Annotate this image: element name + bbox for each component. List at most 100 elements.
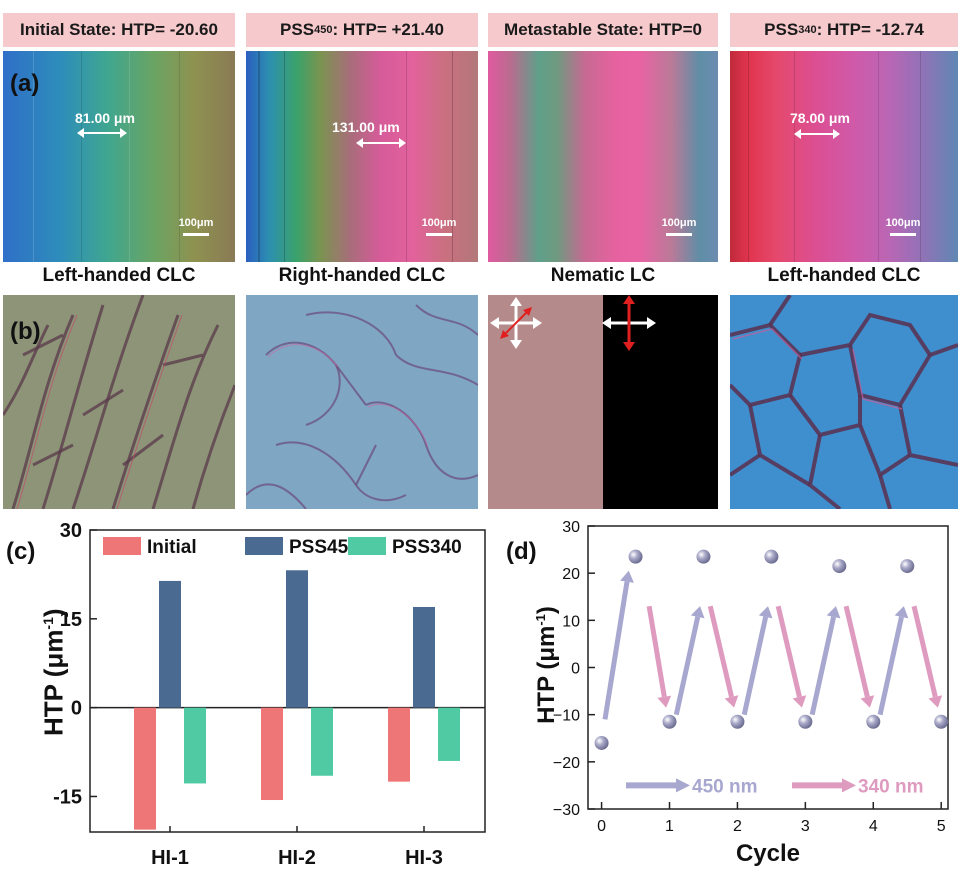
texture-nematic <box>488 295 718 509</box>
data-point <box>764 549 779 564</box>
x-tick-label: 2 <box>733 818 742 835</box>
polarizer-cross-diagonal-icon <box>490 297 542 349</box>
pitch-measurement-arrow <box>794 129 840 139</box>
header-subscript: 340 <box>798 24 817 36</box>
scale-bar-label: 100μm <box>421 217 457 229</box>
caption-initial: Left-handed CLC <box>42 265 196 286</box>
header-initial-state: Initial State: HTP= -20.60 <box>3 13 235 47</box>
micrograph-metastable: 100μm <box>488 51 718 262</box>
x-tick-label: 5 <box>937 818 946 835</box>
pitch-measurement-label: 81.00 μm <box>75 110 135 126</box>
arrow-340nm-head <box>928 695 943 708</box>
legend-label: 450 nm <box>692 776 757 797</box>
arrow-340nm <box>843 605 875 708</box>
arrow-450nm-shaft <box>741 616 769 716</box>
legend-arrow-head <box>842 778 856 793</box>
oily-streak-texture <box>246 304 478 509</box>
arrow-450nm <box>602 570 634 720</box>
data-point <box>696 549 711 564</box>
arrow-450nm-head <box>826 606 841 619</box>
y-tick-label: 20 <box>562 566 580 583</box>
y-tick-label: −20 <box>553 755 580 772</box>
scale-bar <box>890 233 916 236</box>
legend-swatch-pss450 <box>245 537 283 555</box>
arrow-450nm-shaft <box>602 581 630 720</box>
micrograph-pss450: 131.00 μm 100μm <box>246 51 478 262</box>
scale-bar <box>666 233 692 236</box>
arrow-340nm-head <box>657 695 672 708</box>
panel-label-c: (c) <box>6 538 36 565</box>
arrow-340nm-shaft <box>646 605 667 698</box>
data-point <box>832 559 847 574</box>
bar-initial-hi-3 <box>388 707 410 782</box>
arrow-340nm <box>707 605 739 708</box>
legend-label-pss450: PSS450 <box>289 537 359 558</box>
arrow-450nm-shaft <box>809 616 837 716</box>
data-point <box>900 559 915 574</box>
y-tick-label: 15 <box>60 609 82 631</box>
plot-frame <box>89 529 486 833</box>
data-point <box>866 714 881 729</box>
micrograph-initial: 81.00 μm 100μm <box>3 51 235 262</box>
arrow-340nm-shaft <box>775 605 802 698</box>
pitch-measurement-label: 131.00 μm <box>332 119 400 135</box>
legend-label: 340 nm <box>858 776 923 797</box>
y-tick-label: 30 <box>562 519 580 536</box>
caption-metastable: Nematic LC <box>550 265 656 286</box>
arrow-340nm <box>646 605 672 708</box>
header-text: Initial State: HTP= -20.60 <box>20 20 218 39</box>
arrow-450nm <box>741 606 773 716</box>
arrow-450nm <box>877 606 909 716</box>
polarizer-cross-aligned-icon <box>602 295 656 351</box>
pitch-measurement-label: 78.00 μm <box>790 110 850 126</box>
data-point <box>798 714 813 729</box>
bar-pss450-hi-1 <box>159 580 181 708</box>
x-tick-label: HI-3 <box>405 847 443 869</box>
nematic-dark-region <box>603 295 718 509</box>
arrow-340nm-head <box>792 695 807 708</box>
header-prefix: PSS <box>280 20 315 39</box>
y-tick-label: -15 <box>53 786 82 808</box>
y-tick-label: −30 <box>553 802 580 819</box>
arrow-340nm-shaft <box>843 605 870 698</box>
header-suffix: : HTP= +21.40 <box>332 20 444 39</box>
bar-pss340-hi-1 <box>184 707 206 784</box>
data-point <box>662 714 677 729</box>
legend-arrow-head <box>676 778 690 793</box>
panel-label-a: (a) <box>10 70 40 97</box>
plot-frame <box>587 525 949 810</box>
header-prefix: PSS <box>764 20 799 39</box>
arrow-340nm-shaft <box>911 605 938 698</box>
bar-chart-htp: -15 0 15 30 HI-1 HI-2 HI-3 Initial PSS450 PSS340 <box>53 520 486 869</box>
arrow-450nm-head <box>758 606 773 619</box>
scale-bar-label: 100μm <box>885 217 921 229</box>
arrow-340nm-head <box>724 695 739 708</box>
micrograph-pss340: 78.00 μm 100μm <box>730 51 958 262</box>
arrow-450nm-shaft <box>673 616 701 716</box>
caption-pss340: Left-handed CLC <box>767 265 921 286</box>
x-axis-label: Cycle <box>736 840 800 867</box>
x-tick-label: 3 <box>801 818 810 835</box>
y-tick-label: 30 <box>60 520 82 542</box>
oily-streak-texture <box>730 295 958 509</box>
data-point <box>934 714 949 729</box>
arrow-340nm <box>775 605 807 708</box>
scale-bar <box>426 233 452 236</box>
y-tick-label: 0 <box>571 661 580 678</box>
legend-swatch-pss340 <box>348 537 386 555</box>
scale-bar-label: 100μm <box>178 217 214 229</box>
x-tick-label: 0 <box>597 818 606 835</box>
bar-pss450-hi-3 <box>413 606 435 708</box>
y-tick-label: 10 <box>562 613 580 630</box>
legend-swatch-initial <box>103 537 141 555</box>
legend-label-pss340: PSS340 <box>392 537 462 558</box>
arrow-450nm <box>673 606 705 716</box>
x-tick-label: HI-2 <box>278 847 316 869</box>
bar-pss340-hi-2 <box>311 707 333 776</box>
header-pss340: PSS 340: HTP= -12.74 <box>730 13 958 47</box>
texture-left-handed-initial <box>3 295 235 509</box>
arrow-450nm <box>809 606 841 716</box>
arrow-450nm-head <box>894 606 909 619</box>
texture-right-handed <box>246 295 478 509</box>
panel-label-b: (b) <box>10 318 41 345</box>
